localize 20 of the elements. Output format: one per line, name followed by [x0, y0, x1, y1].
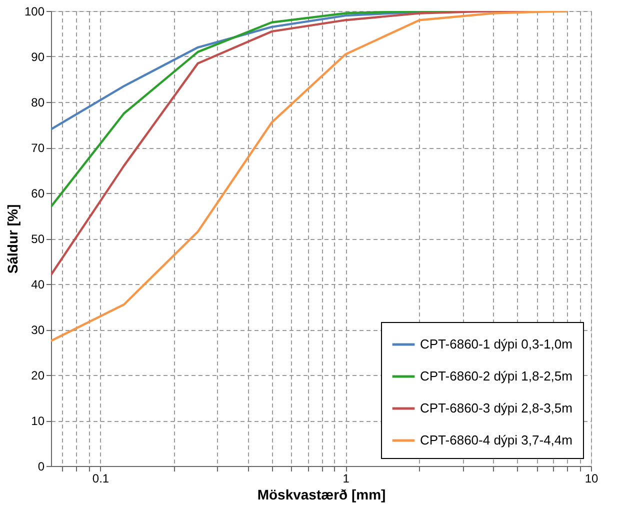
- y-tick-label: 50: [31, 232, 45, 246]
- y-tick-label: 60: [31, 186, 45, 200]
- y-tick-label: 30: [31, 323, 45, 337]
- y-tick-label: 20: [31, 368, 45, 382]
- y-tick-label: 90: [31, 50, 45, 64]
- x-tick-label: 10: [584, 472, 598, 486]
- y-axis-title: Sáldur [%]: [4, 204, 20, 274]
- x-tick-label: 1: [342, 472, 350, 486]
- x-axis-title: Möskvastærð [mm]: [257, 486, 386, 502]
- y-tick-label: 100: [24, 4, 45, 18]
- y-tick-label: 40: [31, 278, 45, 292]
- legend-label: CPT-6860-4 dýpi 3,7-4,4m: [420, 432, 572, 448]
- y-tick-label: 10: [31, 414, 45, 428]
- legend-label: CPT-6860-3 dýpi 2,8-3,5m: [420, 400, 572, 416]
- y-tick-label: 70: [31, 141, 45, 155]
- legend-label: CPT-6860-1 dýpi 0,3-1,0m: [420, 336, 572, 352]
- y-tick-label: 80: [31, 96, 45, 110]
- legend-label: CPT-6860-2 dýpi 1,8-2,5m: [420, 368, 572, 384]
- y-tick-label: 0: [38, 460, 45, 474]
- x-tick-label: 0.1: [92, 472, 110, 486]
